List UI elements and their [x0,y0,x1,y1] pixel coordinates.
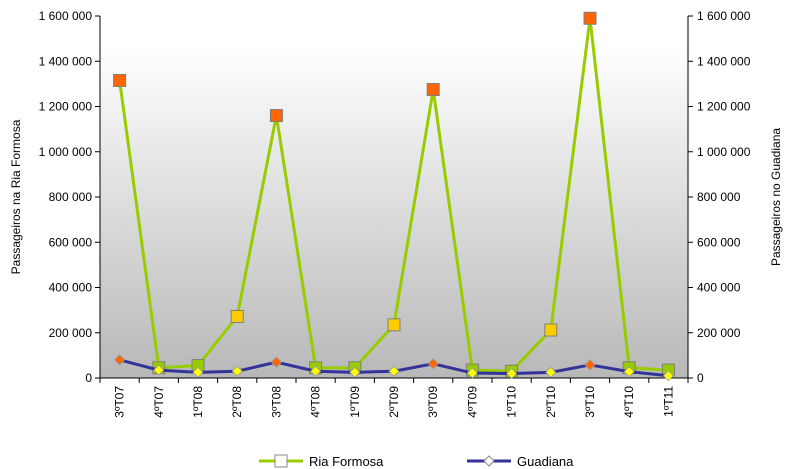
y-left-tick-label: 1 600 000 [39,9,93,23]
x-tick-label: 2ºT10 [544,386,558,418]
y-right-tick-label: 1 400 000 [697,54,751,68]
y-left-tick-label: 1 400 000 [39,54,93,68]
guadiana-point [388,365,400,377]
ria-formosa-point [583,11,597,25]
x-tick-label: 1ºT10 [505,386,519,418]
y-left-tick-labels: 0 200 000 400 000 600 000 800 000 1 000 000 1 … [39,9,100,385]
x-tick-label: 4ºT10 [622,386,636,418]
y-left-tick-label: 200 000 [49,326,93,340]
x-tick-label: 3ºT10 [583,386,597,418]
y-left-tick-label: 800 000 [49,190,93,204]
x-tick-label: 1ºT11 [661,386,675,417]
guadiana-point [114,354,126,366]
y-left-tick-label: 400 000 [49,281,93,295]
x-tick-label: 2ºT09 [387,386,401,418]
y-left-tick-label: 0 [85,371,92,385]
y-left-tick-label: 1 200 000 [39,100,93,114]
guadiana-point [662,370,674,382]
x-tick-label: 1ºT09 [348,386,362,418]
x-tick-label: 2ºT08 [230,386,244,418]
guadiana-point [427,358,439,370]
x-tick-label: 4ºT08 [309,386,323,418]
legend-label: Ria Formosa [309,454,384,469]
x-tick-label: 3ºT07 [113,386,127,418]
y-right-tick-label: 400 000 [697,281,741,295]
x-tick-label: 3ºT09 [426,386,440,418]
ria-formosa-point [230,309,244,323]
x-tick-label: 4ºT07 [152,386,166,418]
guadiana-point [270,356,282,368]
ria-formosa-point [544,323,558,337]
legend-label: Guadiana [517,454,574,469]
guadiana-point [153,364,165,376]
x-tick-label: 1ºT08 [191,386,205,418]
guadiana-point [231,365,243,377]
y-right-tick-label: 1 000 000 [697,145,751,159]
guadiana-point [310,365,322,377]
y-left-tick-label: 600 000 [49,235,93,249]
y-left-tick-label: 1 000 000 [39,145,93,159]
guadiana-point [506,367,518,380]
ria-formosa-point [113,73,127,87]
y-right-tick-label: 1 600 000 [697,9,751,23]
y-right-tick-label: 1 200 000 [697,100,751,114]
y-right-tick-label: 0 [697,371,704,385]
series-group [113,11,675,382]
legend: Ria Formosa Guadiana [259,454,574,469]
y-left-axis-title: Passageiros na Ria Formosa [9,119,23,274]
legend-marker-square [274,454,288,468]
y-right-tick-label: 600 000 [697,235,741,249]
y-right-tick-labels: 0 200 000 400 000 600 000 800 000 1 000 000 1 … [688,9,751,385]
y-right-tick-label: 800 000 [697,190,741,204]
guadiana-point [466,367,478,379]
guadiana-point [584,359,596,371]
legend-marker-diamond [483,455,495,467]
x-tick-label: 3ºT08 [269,386,283,418]
x-tick-labels: 3ºT07 4ºT07 1ºT08 2ºT08 3ºT08 4ºT08 1ºT09 2ºT09… [99,378,689,418]
ria-formosa-point [426,83,440,97]
ria-formosa-point [269,109,283,123]
guadiana-point [349,366,361,378]
y-right-axis-title: Passageiros no Guadiana [769,128,783,266]
x-tick-label: 4ºT09 [465,386,479,418]
guadiana-point [192,366,204,378]
guadiana-point [623,366,635,378]
ria-formosa-point [387,318,401,332]
y-right-tick-label: 200 000 [697,326,741,340]
guadiana-point [545,366,557,378]
